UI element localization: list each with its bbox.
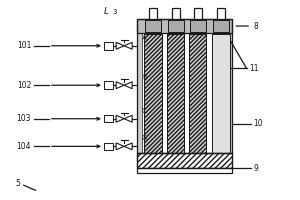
Polygon shape <box>124 115 132 122</box>
Bar <box>136 19 142 153</box>
Bar <box>104 115 113 122</box>
Bar <box>217 8 225 19</box>
Bar <box>189 34 206 153</box>
Text: D: D <box>142 135 147 141</box>
Bar <box>190 20 206 32</box>
Bar <box>136 168 232 173</box>
Bar <box>167 20 184 32</box>
Text: 11: 11 <box>250 64 259 73</box>
Bar <box>149 8 157 19</box>
Text: 9: 9 <box>253 164 258 173</box>
Bar <box>213 20 229 32</box>
Text: C: C <box>142 108 147 114</box>
Polygon shape <box>116 143 124 150</box>
Bar <box>144 34 162 153</box>
Bar <box>145 20 161 32</box>
Bar <box>104 42 113 50</box>
Text: 104: 104 <box>16 142 31 151</box>
Bar <box>136 153 232 168</box>
Bar <box>167 34 184 153</box>
Bar <box>136 19 232 33</box>
Bar <box>136 153 232 168</box>
Bar <box>104 143 113 150</box>
Text: A: A <box>142 35 147 41</box>
Bar <box>172 8 180 19</box>
Bar <box>226 19 232 153</box>
Text: L: L <box>103 7 108 16</box>
Text: 103: 103 <box>16 114 31 123</box>
Polygon shape <box>116 115 124 122</box>
Polygon shape <box>116 42 124 49</box>
Text: 3: 3 <box>113 9 117 15</box>
Bar <box>167 34 184 153</box>
Polygon shape <box>124 143 132 150</box>
Bar <box>104 81 113 89</box>
Polygon shape <box>124 42 132 49</box>
Text: B: B <box>142 74 147 80</box>
Bar <box>189 34 206 153</box>
Text: 101: 101 <box>17 41 31 50</box>
Polygon shape <box>116 82 124 89</box>
Bar <box>136 19 232 153</box>
Bar <box>144 34 162 153</box>
Text: 102: 102 <box>17 81 31 90</box>
Bar <box>212 34 230 153</box>
Text: 10: 10 <box>253 119 263 128</box>
Bar <box>194 8 202 19</box>
Polygon shape <box>124 82 132 89</box>
Text: 5: 5 <box>15 179 20 188</box>
Text: 8: 8 <box>253 22 258 31</box>
